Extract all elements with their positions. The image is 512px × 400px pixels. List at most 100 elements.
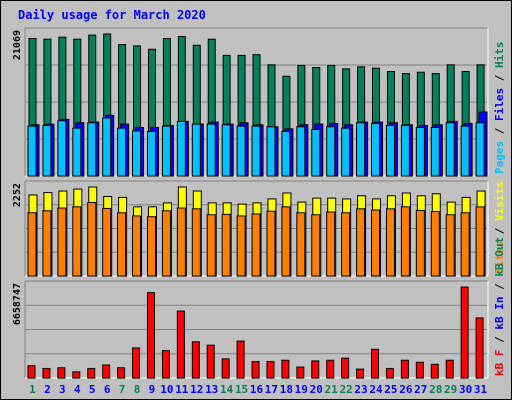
x-tick-label: 14 <box>220 383 234 396</box>
x-tick-label: 31 <box>474 383 488 396</box>
pages-bar <box>87 122 97 177</box>
legend-item: / <box>493 68 506 88</box>
legend-item: / <box>493 277 506 297</box>
kb-f-bar <box>281 359 290 379</box>
x-tick-label: 21 <box>325 383 339 396</box>
sites-bar <box>311 214 321 277</box>
sites-bar <box>266 210 276 277</box>
sites-bar <box>400 206 410 277</box>
x-tick-label: 2 <box>44 383 51 396</box>
kb-f-bar <box>72 371 81 379</box>
pages-bar <box>371 122 381 177</box>
pages-bar <box>385 124 395 177</box>
x-tick-label: 20 <box>310 383 323 396</box>
x-tick-label: 12 <box>190 383 203 396</box>
pages-bar <box>27 125 37 177</box>
x-tick-label: 23 <box>354 383 367 396</box>
kb-f-bar <box>102 364 111 379</box>
sites-bar <box>57 207 67 277</box>
kb-f-bar <box>87 367 96 379</box>
pages-bar <box>430 126 440 177</box>
x-tick-label: 19 <box>295 383 308 396</box>
kb-f-bar <box>445 359 454 379</box>
pages-bar <box>445 122 455 177</box>
legend-item: Sites <box>493 241 506 274</box>
sites-bar <box>87 201 97 277</box>
kb-f-bar <box>356 368 365 379</box>
kb-f-bar <box>176 310 185 379</box>
kb-f-bar <box>251 361 260 379</box>
legend-item: / <box>493 121 506 141</box>
x-tick-label: 3 <box>59 383 66 396</box>
sites-bar <box>102 207 112 277</box>
sites-bar <box>385 208 395 277</box>
kb-f-bar <box>27 365 36 379</box>
sites-bar <box>236 215 246 277</box>
kb-f-bar <box>400 359 409 379</box>
sites-bar <box>176 207 186 277</box>
kb-f-bar <box>117 367 126 379</box>
legend-item: kB In <box>493 297 506 330</box>
sites-bar <box>117 212 127 277</box>
kb-f-bar <box>311 360 320 379</box>
legend-hits: Pages / Files / Hits <box>493 42 506 175</box>
kb-f-bar <box>57 367 66 379</box>
sites-bar <box>251 213 261 277</box>
pages-bar <box>72 127 82 177</box>
x-tick-label: 30 <box>459 383 472 396</box>
x-tick-label: 9 <box>149 383 156 396</box>
pages-bar <box>251 125 261 177</box>
sites-bar <box>415 209 425 277</box>
kb-f-bar <box>266 361 275 379</box>
pages-bar <box>341 127 351 177</box>
x-tick-label: 15 <box>235 383 248 396</box>
legend-item: / <box>493 221 506 241</box>
sites-bar <box>445 214 455 277</box>
pages-bar <box>42 124 52 177</box>
pages-bar <box>326 126 336 177</box>
pages-bar <box>356 122 366 177</box>
pages-bar <box>146 131 156 177</box>
pages-bar <box>206 123 216 177</box>
pages-bar <box>191 123 201 177</box>
legend-visits: Sites / Visits <box>493 181 506 274</box>
sites-bar <box>206 214 216 277</box>
sites-bar <box>281 206 291 277</box>
x-tick-label: 27 <box>414 383 427 396</box>
ymax-label-kbytes: 6658747 <box>12 283 23 325</box>
pages-bar <box>132 130 142 177</box>
kb-f-bar <box>132 347 141 379</box>
pages-bar <box>176 120 186 177</box>
x-tick-label: 26 <box>399 383 413 396</box>
x-tick-label: 24 <box>369 383 383 396</box>
x-tick-label: 28 <box>429 383 442 396</box>
sites-bar <box>371 209 381 277</box>
pages-bar <box>266 126 276 177</box>
pages-bar <box>236 125 246 177</box>
sites-bar <box>146 216 156 277</box>
kb-f-bar <box>161 350 170 379</box>
kb-f-bar <box>296 366 305 379</box>
sites-bar <box>221 213 231 277</box>
legend-item: / <box>493 330 506 350</box>
ymax-label-hits: 21069 <box>12 30 23 60</box>
kb-f-bar <box>42 367 51 379</box>
legend-kbytes: kB F / kB In / kB Out <box>493 237 506 376</box>
pages-bar <box>102 117 112 177</box>
sites-bar <box>27 212 37 277</box>
x-tick-label: 25 <box>384 383 397 396</box>
sites-bar <box>356 208 366 277</box>
x-tick-label: 5 <box>89 383 96 396</box>
x-tick-label: 7 <box>119 383 126 396</box>
kb-f-bar <box>221 358 230 379</box>
x-tick-label: 13 <box>205 383 218 396</box>
sites-bar <box>132 215 142 277</box>
kb-f-bar <box>206 344 215 379</box>
kb-f-bar <box>146 292 155 379</box>
pages-bar <box>311 128 321 177</box>
sites-bar <box>42 210 52 277</box>
ymax-label-visits: 2252 <box>12 183 23 207</box>
pages-bar <box>117 127 127 177</box>
legend-item: kB F <box>493 350 506 377</box>
sites-bar <box>460 212 470 277</box>
